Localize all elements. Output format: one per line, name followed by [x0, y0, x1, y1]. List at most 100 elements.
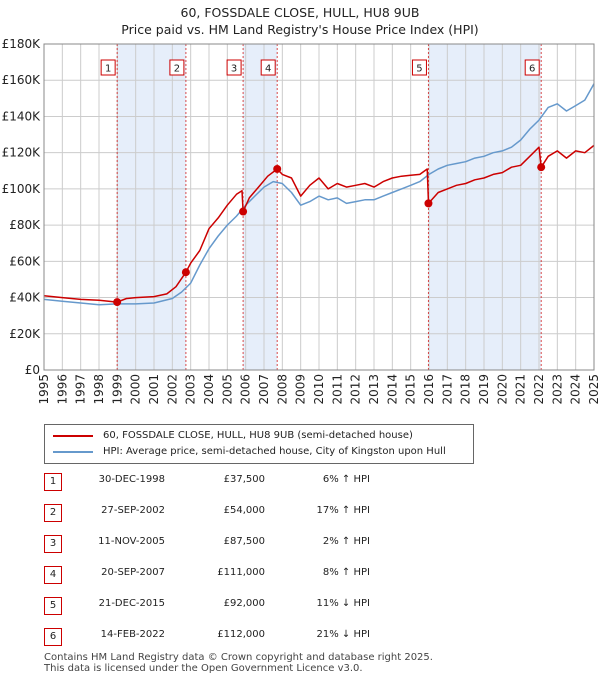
x-tick-label: 1997 — [74, 374, 88, 405]
x-tick-label: 1998 — [92, 374, 106, 405]
x-tick-label: 2004 — [202, 374, 216, 405]
x-tick-label: 2019 — [477, 374, 491, 405]
footer-line1: Contains HM Land Registry data © Crown c… — [44, 652, 433, 663]
sale-date: 20-SEP-2007 — [101, 567, 165, 578]
ownership-period — [243, 44, 278, 370]
x-tick-label: 2013 — [367, 374, 381, 405]
x-tick-label: 2021 — [514, 374, 528, 405]
sale-number-badge: 4 — [44, 566, 62, 584]
sale-price: £37,500 — [223, 474, 265, 485]
sale-label: 6 — [529, 64, 535, 75]
y-tick-label: £40K — [9, 291, 41, 305]
ownership-period — [428, 44, 542, 370]
sale-label: 3 — [231, 64, 237, 75]
chart-title-line1: 60, FOSSDALE CLOSE, HULL, HU8 9UB — [180, 5, 420, 20]
x-tick-label: 2005 — [220, 374, 234, 405]
x-tick-label: 2012 — [349, 374, 363, 405]
chart-legend: 60, FOSSDALE CLOSE, HULL, HU8 9UB (semi-… — [44, 424, 474, 464]
y-tick-label: £120K — [2, 146, 42, 160]
legend-label-property: 60, FOSSDALE CLOSE, HULL, HU8 9UB (semi-… — [103, 430, 413, 441]
y-tick-label: £160K — [2, 73, 42, 87]
sale-label-box — [260, 59, 276, 76]
sale-price: £87,500 — [223, 536, 265, 547]
footer-line2: This data is licensed under the Open Gov… — [44, 663, 363, 674]
sale-label: 5 — [416, 64, 422, 75]
y-tick-label: £100K — [2, 182, 42, 196]
x-tick-label: 2018 — [459, 374, 473, 405]
x-tick-label: 2015 — [404, 374, 418, 405]
sale-label-box — [169, 59, 185, 76]
sale-label-box — [524, 59, 540, 76]
x-tick-label: 2002 — [165, 374, 179, 405]
sale-label-box — [100, 59, 116, 76]
series-line-hpi — [43, 83, 595, 306]
x-tick-label: 2008 — [275, 374, 289, 405]
sale-hpi-diff: 8% ↑ HPI — [322, 567, 370, 578]
sale-markers: 1 2 3 4 5 6 — [100, 59, 546, 307]
sale-point — [239, 207, 248, 216]
legend-swatch-property — [53, 435, 93, 437]
sale-price: £92,000 — [223, 598, 265, 609]
x-tick-label: 2006 — [239, 374, 253, 405]
sale-row: 2 27-SEP-2002 £54,000 17% ↑ HPI — [0, 501, 600, 523]
sale-label: 1 — [105, 64, 111, 75]
sale-hpi-diff: 21% ↓ HPI — [316, 629, 370, 640]
sale-number-badge: 2 — [44, 504, 62, 522]
sale-row: 5 21-DEC-2015 £92,000 11% ↓ HPI — [0, 594, 600, 616]
x-tick-label: 2003 — [184, 374, 198, 405]
x-tick-label: 1999 — [110, 374, 124, 405]
sale-row: 1 30-DEC-1998 £37,500 6% ↑ HPI — [0, 470, 600, 492]
sale-date: 30-DEC-1998 — [98, 474, 165, 485]
price-chart: 1 2 3 4 5 6 £0 £20K £40K £60K £80K £100K £120K £140K… — [2, 37, 600, 405]
sale-number-badge: 5 — [44, 597, 62, 615]
sale-hpi-diff: 11% ↓ HPI — [316, 598, 370, 609]
sale-label: 4 — [265, 64, 271, 75]
x-tick-label: 2020 — [495, 374, 509, 405]
sale-point — [537, 163, 546, 172]
sale-label-box — [226, 59, 242, 76]
sale-row: 6 14-FEB-2022 £112,000 21% ↓ HPI — [0, 625, 600, 647]
x-tick-label: 2017 — [440, 374, 454, 405]
sale-date: 14-FEB-2022 — [100, 629, 165, 640]
y-tick-label: £20K — [9, 327, 41, 341]
x-tick-label: 1996 — [55, 374, 69, 405]
sale-hpi-diff: 6% ↑ HPI — [322, 474, 370, 485]
sale-number-badge: 6 — [44, 628, 62, 646]
sale-row: 3 11-NOV-2005 £87,500 2% ↑ HPI — [0, 532, 600, 554]
chart-axes: £0 £20K £40K £60K £80K £100K £120K £140K £160K £1… — [2, 37, 600, 405]
plot-border — [43, 43, 595, 371]
sale-number-badge: 3 — [44, 535, 62, 553]
footer-attribution: Contains HM Land Registry data © Crown c… — [44, 652, 433, 674]
ownership-period — [117, 44, 186, 370]
sale-point — [424, 199, 433, 208]
y-tick-label: £180K — [2, 37, 42, 51]
legend-label-hpi: HPI: Average price, semi-detached house,… — [103, 446, 446, 457]
x-tick-label: 1995 — [37, 374, 51, 405]
sale-price: £111,000 — [217, 567, 265, 578]
sale-price: £54,000 — [223, 505, 265, 516]
chart-title: 60, FOSSDALE CLOSE, HULL, HU8 9UB Price … — [0, 4, 600, 38]
y-tick-label: £80K — [9, 218, 41, 232]
x-tick-label: 2011 — [330, 374, 344, 405]
y-tick-label: £60K — [9, 254, 41, 268]
x-tick-label: 2001 — [147, 374, 161, 405]
chart-title-line2: Price paid vs. HM Land Registry's House … — [121, 22, 479, 37]
sale-date: 21-DEC-2015 — [98, 598, 165, 609]
sale-price: £112,000 — [217, 629, 265, 640]
x-tick-label: 2024 — [569, 374, 583, 405]
sale-row: 4 20-SEP-2007 £111,000 8% ↑ HPI — [0, 563, 600, 585]
x-tick-label: 2000 — [129, 374, 143, 405]
x-tick-label: 2025 — [587, 374, 600, 405]
sale-hpi-diff: 17% ↑ HPI — [316, 505, 370, 516]
x-tick-label: 2016 — [422, 374, 436, 405]
y-tick-label: £140K — [2, 109, 42, 123]
y-tick-label: £0 — [25, 363, 40, 377]
sale-point — [181, 268, 190, 277]
legend-swatch-hpi — [53, 451, 93, 453]
sale-number-badge: 1 — [44, 473, 62, 491]
sale-label-box — [411, 59, 427, 76]
sale-point — [113, 298, 122, 307]
sale-hpi-diff: 2% ↑ HPI — [322, 536, 370, 547]
x-tick-label: 2023 — [550, 374, 564, 405]
x-tick-label: 2010 — [312, 374, 326, 405]
